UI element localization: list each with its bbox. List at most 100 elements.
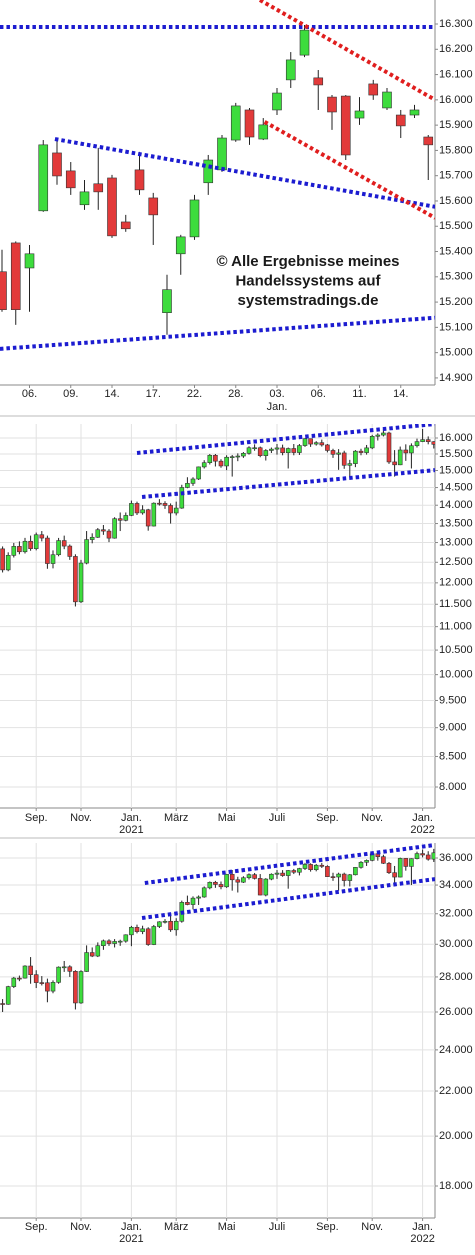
x-sublabel: 2021 bbox=[119, 824, 143, 836]
candle-body bbox=[157, 921, 162, 927]
candle-body bbox=[112, 518, 117, 539]
candle-body bbox=[28, 540, 33, 549]
y-tick-label: 15.500 bbox=[439, 220, 473, 232]
copyright-note: Handelssystems auf bbox=[235, 272, 381, 289]
candle-body bbox=[22, 540, 28, 553]
candle-body bbox=[162, 920, 168, 923]
candle-body bbox=[106, 530, 112, 539]
candle-body bbox=[101, 940, 106, 947]
candle-body bbox=[207, 881, 213, 889]
y-tick-label: 16.300 bbox=[439, 18, 473, 30]
candle-body bbox=[336, 873, 341, 878]
candle-body bbox=[330, 450, 336, 455]
candle-body bbox=[45, 537, 50, 564]
candle-body bbox=[299, 29, 310, 56]
candle-body bbox=[185, 902, 190, 905]
x-tick-label: März bbox=[164, 812, 188, 824]
candle-body bbox=[22, 965, 28, 979]
x-tick-label: 11. bbox=[352, 388, 366, 400]
candle-body bbox=[140, 928, 145, 932]
y-tick-label: 8.500 bbox=[439, 750, 467, 762]
candles bbox=[0, 0, 435, 351]
candle-body bbox=[203, 159, 214, 184]
candle-body bbox=[392, 872, 397, 878]
candle-body bbox=[0, 548, 5, 571]
x-tick-label: 06. bbox=[22, 388, 37, 400]
candle-body bbox=[56, 540, 61, 556]
y-tick-label: 15.300 bbox=[439, 271, 473, 283]
trendline bbox=[0, 315, 435, 351]
candle-body bbox=[129, 926, 134, 936]
candle-body bbox=[93, 183, 104, 193]
candle-body bbox=[196, 896, 201, 899]
candle-body bbox=[134, 503, 140, 514]
candle-body bbox=[285, 870, 291, 876]
candle-body bbox=[84, 952, 89, 972]
y-tick-label: 11.500 bbox=[439, 598, 472, 610]
candle-body bbox=[190, 897, 196, 905]
candle-body bbox=[39, 982, 45, 984]
candle-body bbox=[207, 454, 213, 463]
candle-body bbox=[106, 940, 112, 944]
candle-body bbox=[423, 136, 434, 146]
y-tick-label: 15.600 bbox=[439, 195, 473, 207]
candle-body bbox=[33, 974, 39, 983]
candle-body bbox=[38, 144, 49, 212]
candle-body bbox=[291, 448, 297, 453]
y-tick-label: 24.000 bbox=[439, 1044, 473, 1056]
x-tick-label: Sep. bbox=[25, 812, 48, 824]
candle-body bbox=[263, 450, 269, 456]
x-tick-label: Jan. bbox=[121, 1221, 142, 1233]
candle-body bbox=[302, 438, 308, 446]
candle-body bbox=[395, 114, 406, 127]
candle-body bbox=[291, 870, 297, 873]
y-tick-label: 32.000 bbox=[439, 908, 473, 920]
candle-body bbox=[368, 83, 379, 96]
candle-body bbox=[269, 873, 274, 880]
x-tick-label: Sep. bbox=[25, 1221, 48, 1233]
candle-body bbox=[235, 455, 241, 458]
candle-body bbox=[107, 177, 117, 237]
candle-body bbox=[431, 852, 435, 860]
candle-body bbox=[313, 77, 324, 86]
candle-body bbox=[308, 864, 313, 871]
candle-body bbox=[246, 874, 252, 879]
candle-body bbox=[179, 487, 185, 509]
candle-body bbox=[218, 884, 224, 888]
y-tick-label: 20.000 bbox=[439, 1130, 473, 1142]
candle-body bbox=[145, 928, 151, 945]
x-tick-label: Nov. bbox=[361, 812, 383, 824]
candle-body bbox=[252, 447, 257, 450]
candle-body bbox=[0, 1003, 5, 1005]
candle-body bbox=[101, 529, 106, 532]
candle-body bbox=[308, 438, 313, 445]
y-tick-label: 8.000 bbox=[439, 781, 467, 793]
y-tick-label: 26.000 bbox=[439, 1006, 473, 1018]
candle-body bbox=[347, 463, 353, 466]
candle-body bbox=[218, 460, 224, 467]
candle-body bbox=[24, 253, 35, 269]
x-tick-label: 09. bbox=[63, 388, 78, 400]
candle-body bbox=[89, 536, 95, 540]
candle-body bbox=[382, 91, 392, 109]
candle-body bbox=[67, 966, 73, 972]
candle-body bbox=[353, 867, 358, 876]
y-tick-label: 15.000 bbox=[439, 347, 473, 359]
candle-body bbox=[386, 432, 392, 463]
candle-body bbox=[56, 966, 61, 983]
candle-body bbox=[336, 452, 341, 455]
candle-body bbox=[148, 197, 159, 216]
candle-body bbox=[420, 853, 425, 856]
candle-body bbox=[313, 864, 319, 871]
copyright-note: systemstradings.de bbox=[238, 292, 379, 309]
candle-body bbox=[17, 977, 22, 980]
y-tick-label: 16.100 bbox=[439, 68, 473, 80]
candle-body bbox=[224, 874, 229, 888]
candle-body bbox=[11, 977, 17, 987]
candle-body bbox=[257, 447, 263, 456]
x-tick-label: Nov. bbox=[70, 1221, 92, 1233]
x-tick-label: 22. bbox=[187, 388, 202, 400]
x-tick-label: Nov. bbox=[70, 812, 92, 824]
candle-body bbox=[11, 546, 17, 556]
